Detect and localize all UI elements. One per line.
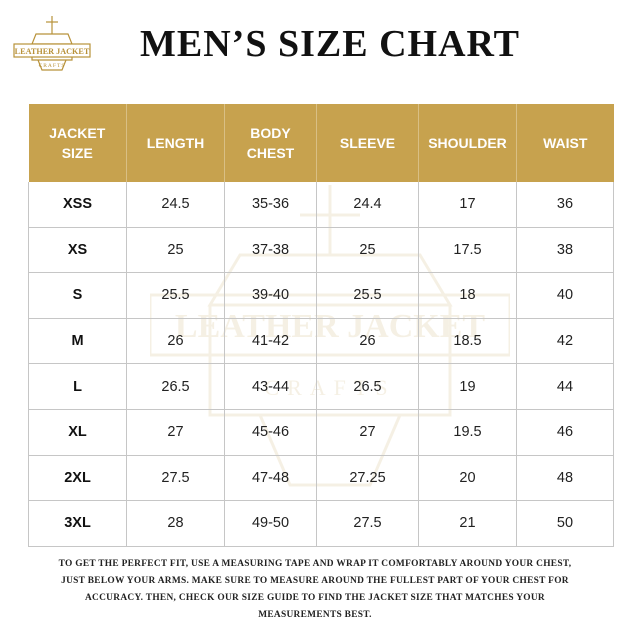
table-row: M 26 41-42 26 18.5 42	[28, 317, 614, 365]
instruction-line: JUST BELOW YOUR ARMS. MAKE SURE TO MEASU…	[61, 576, 569, 586]
table-row: S 25.5 39-40 25.5 18 40	[28, 272, 614, 319]
fit-instructions: TO GET THE PERFECT FIT, USE A MEASURING …	[40, 556, 590, 624]
waist-cell: 40	[516, 272, 614, 319]
shoulder-cell: 17	[418, 182, 517, 228]
header-row: JACKET SIZE LENGTH BODY CHEST SLEEVE SHOUL…	[28, 104, 614, 182]
shoulder-cell: 19	[418, 363, 517, 410]
shoulder-cell: 18.5	[418, 317, 517, 365]
header-length: LENGTH	[126, 104, 225, 182]
size-cell: XL	[28, 408, 127, 456]
sleeve-cell: 26	[316, 317, 419, 365]
size-cell: 2XL	[28, 454, 127, 502]
table-row: 2XL 27.5 47-48 27.25 20 48	[28, 454, 614, 502]
waist-cell: 46	[516, 408, 614, 456]
size-cell: M	[28, 317, 127, 365]
length-cell: 27.5	[126, 454, 225, 502]
sleeve-cell: 25	[316, 226, 419, 274]
header-jacket-size: JACKET SIZE	[28, 104, 127, 182]
length-cell: 25	[126, 226, 225, 274]
chest-cell: 35-36	[224, 182, 317, 228]
shoulder-cell: 20	[418, 454, 517, 502]
shoulder-cell: 21	[418, 500, 517, 547]
brand-logo: LEATHER JACKET CRAFTS	[13, 16, 91, 71]
instruction-line: MEASUREMENTS BEST.	[258, 610, 372, 620]
size-cell: XSS	[28, 182, 127, 228]
header-sleeve: SLEEVE	[316, 104, 419, 182]
table-row: 3XL 28 49-50 27.5 21 50	[28, 500, 614, 547]
header-waist: WAIST	[516, 104, 614, 182]
sleeve-cell: 24.4	[316, 182, 419, 228]
logo-text: LEATHER JACKET	[15, 47, 90, 56]
length-cell: 27	[126, 408, 225, 456]
shoulder-cell: 17.5	[418, 226, 517, 274]
table-row: L 26.5 43-44 26.5 19 44	[28, 363, 614, 410]
header-shoulder: SHOULDER	[418, 104, 517, 182]
chest-cell: 41-42	[224, 317, 317, 365]
page-title: MEN’S SIZE CHART	[140, 23, 520, 65]
sleeve-cell: 27	[316, 408, 419, 456]
chest-cell: 43-44	[224, 363, 317, 410]
header-body-chest: BODY CHEST	[224, 104, 317, 182]
size-cell: S	[28, 272, 127, 319]
table-row: XS 25 37-38 25 17.5 38	[28, 226, 614, 274]
shoulder-cell: 18	[418, 272, 517, 319]
waist-cell: 36	[516, 182, 614, 228]
length-cell: 26.5	[126, 363, 225, 410]
sleeve-cell: 27.25	[316, 454, 419, 502]
waist-cell: 42	[516, 317, 614, 365]
table-row: XL 27 45-46 27 19.5 46	[28, 408, 614, 456]
size-chart-table-container: JACKET SIZE LENGTH BODY CHEST SLEEVE SHOUL…	[28, 104, 614, 547]
chest-cell: 49-50	[224, 500, 317, 547]
chest-cell: 37-38	[224, 226, 317, 274]
waist-cell: 44	[516, 363, 614, 410]
length-cell: 25.5	[126, 272, 225, 319]
shoulder-cell: 19.5	[418, 408, 517, 456]
instruction-line: TO GET THE PERFECT FIT, USE A MEASURING …	[58, 559, 572, 569]
size-chart-table: JACKET SIZE LENGTH BODY CHEST SLEEVE SHOUL…	[28, 104, 614, 547]
waist-cell: 48	[516, 454, 614, 502]
length-cell: 28	[126, 500, 225, 547]
length-cell: 24.5	[126, 182, 225, 228]
chest-cell: 47-48	[224, 454, 317, 502]
size-cell: XS	[28, 226, 127, 274]
sleeve-cell: 27.5	[316, 500, 419, 547]
chest-cell: 39-40	[224, 272, 317, 319]
logo-subtext: CRAFTS	[39, 63, 66, 69]
size-cell: L	[28, 363, 127, 410]
table-row: XSS 24.5 35-36 24.4 17 36	[28, 182, 614, 228]
chest-cell: 45-46	[224, 408, 317, 456]
waist-cell: 38	[516, 226, 614, 274]
size-cell: 3XL	[28, 500, 127, 547]
sleeve-cell: 26.5	[316, 363, 419, 410]
sleeve-cell: 25.5	[316, 272, 419, 319]
waist-cell: 50	[516, 500, 614, 547]
length-cell: 26	[126, 317, 225, 365]
instruction-line: ACCURACY. THEN, CHECK OUR SIZE GUIDE TO …	[84, 593, 546, 603]
